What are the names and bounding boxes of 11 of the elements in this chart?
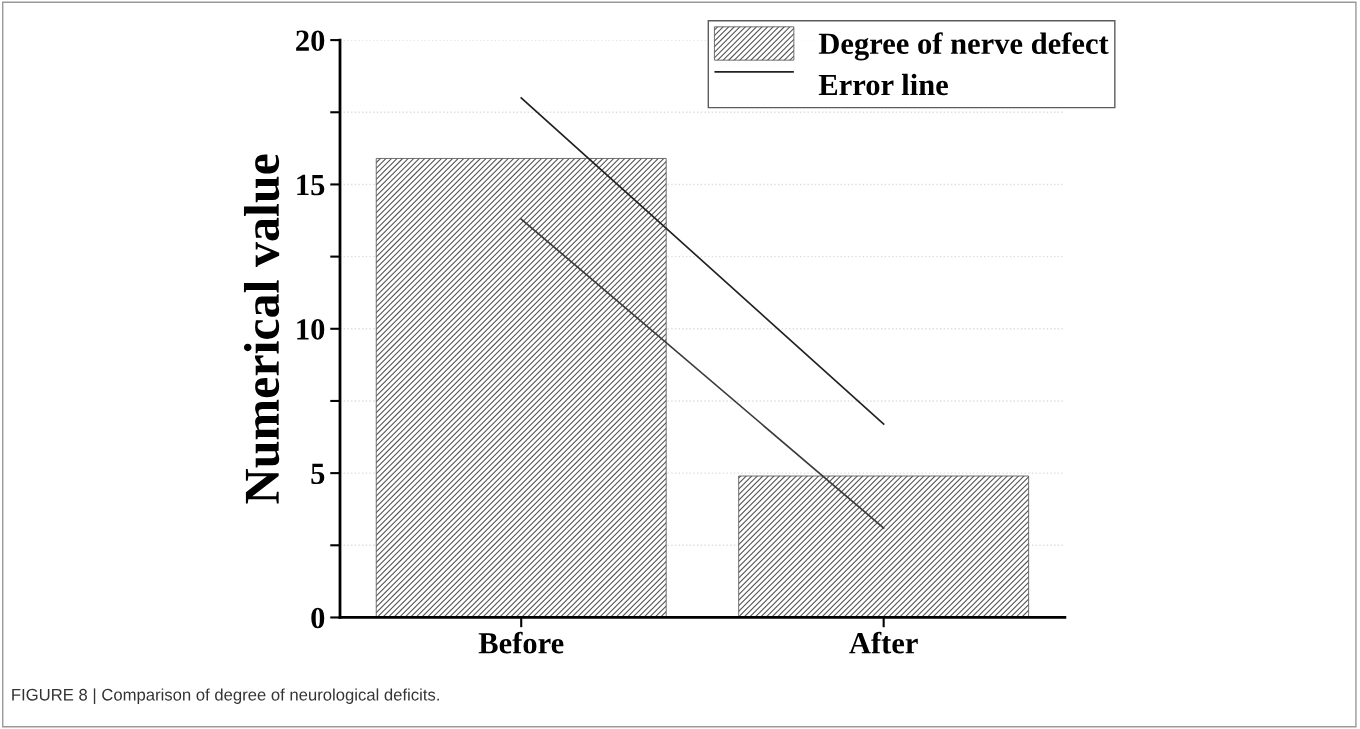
y-tick-label: 0: [311, 607, 325, 629]
legend-label: Degree of nerve defect: [818, 32, 1109, 61]
y-tick-label: 5: [311, 463, 325, 485]
y-tick-label: 20: [296, 30, 325, 51]
x-tick-label: Before: [478, 631, 564, 654]
x-tick-label: After: [849, 631, 918, 654]
y-tick-label: 10: [297, 319, 325, 340]
legend-label: Error line: [818, 73, 948, 96]
y-tick-label: 15: [297, 174, 325, 196]
y-axis-title: Numerical value: [243, 154, 280, 504]
caption: FIGURE 8 | Comparison of degree of neurological deficits.: [12, 688, 439, 704]
